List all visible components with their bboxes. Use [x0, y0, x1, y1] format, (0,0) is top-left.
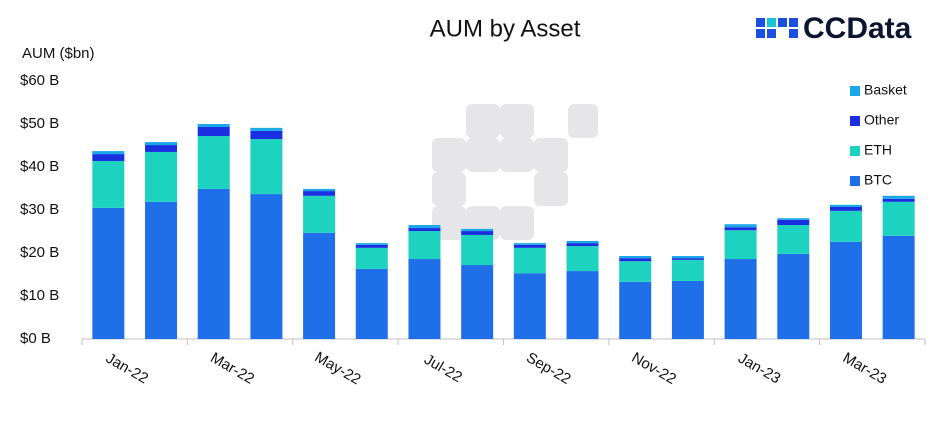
bar-segment: [882, 195, 915, 199]
bar-segment: [777, 218, 810, 220]
bar-segment: [829, 204, 862, 207]
bar-segment: [461, 234, 494, 266]
bar-segment: [566, 246, 599, 272]
x-tick-label: Nov-22: [629, 349, 679, 388]
bar-segment: [145, 151, 178, 202]
bar-segment: [408, 231, 441, 260]
bar-segment: [355, 247, 388, 269]
legend-swatch: [850, 176, 860, 186]
bar-segment: [92, 160, 125, 208]
x-tick-label: Jan-23: [735, 350, 783, 388]
brand: CCData: [803, 12, 912, 45]
bar-segment: [566, 240, 599, 244]
bar-segment: [829, 241, 862, 339]
bar-segment: [303, 195, 336, 233]
bar-segment: [513, 244, 546, 248]
logo-icon: [756, 18, 798, 38]
y-tick-label: $20 B: [20, 244, 59, 261]
bar-segment: [197, 124, 230, 128]
x-tick-label: Sep-22: [523, 349, 573, 388]
bar-segment: [92, 151, 125, 155]
bar-segment: [461, 265, 494, 339]
y-tick-label: $10 B: [20, 287, 59, 304]
bar-segment: [777, 225, 810, 254]
bar-segment: [197, 188, 230, 339]
legend-swatch: [850, 116, 860, 126]
bar-segment: [619, 261, 652, 282]
bar-segment: [303, 191, 336, 196]
bar-segment: [724, 224, 757, 228]
y-tick-label: $30 B: [20, 201, 59, 218]
legend-label: BTC: [864, 172, 892, 188]
bar-segment: [882, 201, 915, 236]
legend-label: ETH: [864, 142, 892, 158]
bar-segment: [829, 210, 862, 242]
bar-segment: [145, 201, 178, 339]
bar-segment: [303, 232, 336, 339]
bar-segment: [145, 142, 178, 146]
bar-segment: [303, 188, 336, 192]
bar-segment: [250, 139, 283, 195]
chart-title: AUM by Asset: [430, 15, 581, 42]
bar-segment: [250, 127, 283, 131]
watermark: [432, 104, 598, 240]
bar-segment: [250, 194, 283, 339]
bar-segment: [619, 256, 652, 259]
bar-segment: [724, 227, 757, 231]
bar-segment: [882, 235, 915, 339]
bar-segment: [671, 259, 704, 281]
bar-segment: [355, 243, 388, 245]
bar-segment: [724, 259, 757, 339]
legend-label: Other: [864, 112, 899, 128]
y-tick-label: $60 B: [20, 72, 59, 89]
bar-segment: [145, 145, 178, 152]
bar-segment: [671, 280, 704, 339]
x-tick-label: Mar-23: [840, 349, 890, 387]
y-tick-label: $0 B: [20, 330, 51, 347]
bar-segment: [92, 154, 125, 161]
bar-segment: [250, 130, 283, 140]
bar-segment: [566, 271, 599, 339]
bar-segment: [566, 243, 599, 247]
bar-segment: [513, 273, 546, 339]
bar-segment: [197, 127, 230, 137]
y-tick-label: $50 B: [20, 115, 59, 132]
bar-segment: [461, 231, 494, 235]
bar-segment: [408, 228, 441, 232]
legend-label: Basket: [864, 82, 907, 98]
bar-segment: [408, 259, 441, 339]
bar-segment: [513, 243, 546, 245]
bar-segment: [197, 136, 230, 189]
bar-segment: [355, 268, 388, 339]
bar-segment: [355, 244, 388, 248]
bar-segment: [619, 258, 652, 262]
bar-segment: [671, 258, 704, 260]
x-tick-label: Mar-22: [208, 349, 258, 387]
bar-segment: [671, 256, 704, 259]
bar-segment: [777, 219, 810, 226]
bar-segment: [408, 225, 441, 229]
bar-segment: [724, 230, 757, 260]
legend-swatch: [850, 86, 860, 96]
bar-segment: [829, 206, 862, 211]
bar-segment: [619, 281, 652, 339]
bar-segment: [461, 228, 494, 232]
legend-swatch: [850, 146, 860, 156]
bar-segment: [777, 253, 810, 339]
y-axis-label: AUM ($bn): [22, 45, 95, 62]
bar-segment: [513, 247, 546, 274]
bar-segment: [882, 198, 915, 202]
y-tick-label: $40 B: [20, 158, 59, 175]
x-tick-label: May-22: [312, 349, 364, 389]
x-tick-label: Jul-22: [421, 351, 465, 386]
bar-segment: [92, 207, 125, 339]
x-tick-label: Jan-22: [103, 350, 151, 388]
